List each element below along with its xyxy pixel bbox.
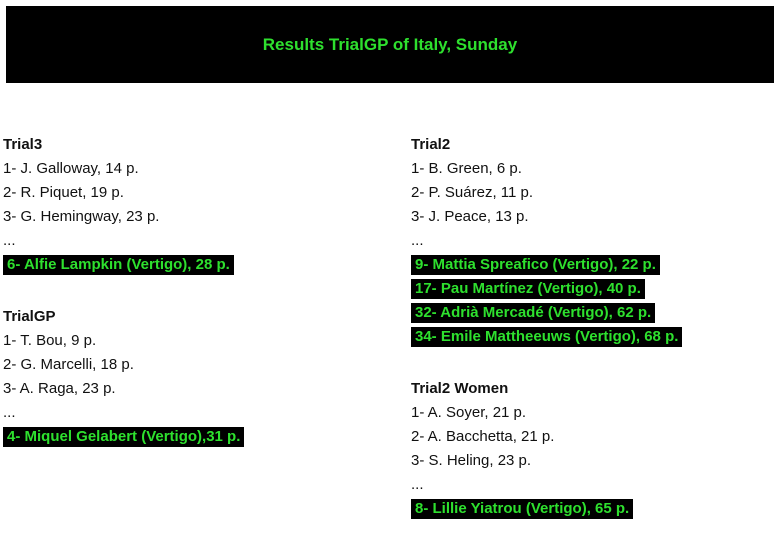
highlight-row: 9- Mattia Spreafico (Vertigo), 22 p. — [411, 253, 780, 277]
result-row: ... — [411, 232, 424, 249]
highlight-row: 8- Lillie Yiatrou (Vertigo), 65 p. — [411, 497, 780, 521]
result-row: ... — [3, 404, 16, 421]
highlighted-result: 6- Alfie Lampkin (Vertigo), 28 p. — [3, 255, 234, 275]
highlighted-result: 8- Lillie Yiatrou (Vertigo), 65 p. — [411, 499, 634, 519]
result-row: 1- T. Bou, 9 p. — [3, 332, 97, 349]
result-row: ... — [411, 476, 424, 493]
result-row: 1- B. Green, 6 p. — [411, 160, 522, 177]
highlighted-result: 17- Pau Martínez (Vertigo), 40 p. — [411, 279, 645, 299]
result-row: 2- P. Suárez, 11 p. — [411, 184, 534, 201]
result-row: 3- J. Peace, 13 p. — [411, 208, 529, 225]
result-row: 2- A. Bacchetta, 21 p. — [411, 428, 555, 445]
result-row: 2- G. Marcelli, 18 p. — [3, 356, 134, 373]
result-row: 3- A. Raga, 23 p. — [3, 380, 116, 397]
results-section: Trial3 1- J. Galloway, 14 p. 2- R. Piquet,… — [3, 133, 373, 277]
result-row: 2- R. Piquet, 19 p. — [3, 184, 124, 201]
highlight-row: 17- Pau Martínez (Vertigo), 40 p. — [411, 277, 780, 301]
result-row: ... — [3, 232, 16, 249]
highlight-row: 32- Adrià Mercadé (Vertigo), 62 p. — [411, 301, 780, 325]
highlight-row: 4- Miquel Gelabert (Vertigo),31 p. — [3, 425, 373, 449]
section-title: Trial2 Women — [411, 380, 509, 397]
section-title: Trial2 — [411, 136, 451, 153]
left-column: Trial3 1- J. Galloway, 14 p. 2- R. Piquet,… — [3, 133, 373, 477]
result-row: 1- A. Soyer, 21 p. — [411, 404, 527, 421]
highlight-row: 34- Emile Mattheeuws (Vertigo), 68 p. — [411, 325, 780, 349]
highlighted-result: 9- Mattia Spreafico (Vertigo), 22 p. — [411, 255, 660, 275]
page-title: Results TrialGP of Italy, Sunday — [262, 34, 518, 54]
page-header: Results TrialGP of Italy, Sunday — [6, 6, 774, 83]
highlighted-result: 4- Miquel Gelabert (Vertigo),31 p. — [3, 427, 245, 447]
result-row: 3- G. Hemingway, 23 p. — [3, 208, 160, 225]
result-row: 1- J. Galloway, 14 p. — [3, 160, 139, 177]
section-title: Trial3 — [3, 136, 43, 153]
right-column: Trial2 1- B. Green, 6 p. 2- P. Suárez, 11 … — [411, 133, 780, 549]
results-section: Trial2 Women 1- A. Soyer, 21 p. 2- A. Bacc… — [411, 377, 780, 521]
results-section: Trial2 1- B. Green, 6 p. 2- P. Suárez, 11 … — [411, 133, 780, 349]
highlighted-result: 34- Emile Mattheeuws (Vertigo), 68 p. — [411, 327, 683, 347]
highlighted-result: 32- Adrià Mercadé (Vertigo), 62 p. — [411, 303, 656, 323]
results-section: TrialGP 1- T. Bou, 9 p. 2- G. Marcelli, 18… — [3, 305, 373, 449]
section-title: TrialGP — [3, 308, 56, 325]
result-row: 3- S. Heling, 23 p. — [411, 452, 532, 469]
highlight-row: 6- Alfie Lampkin (Vertigo), 28 p. — [3, 253, 373, 277]
